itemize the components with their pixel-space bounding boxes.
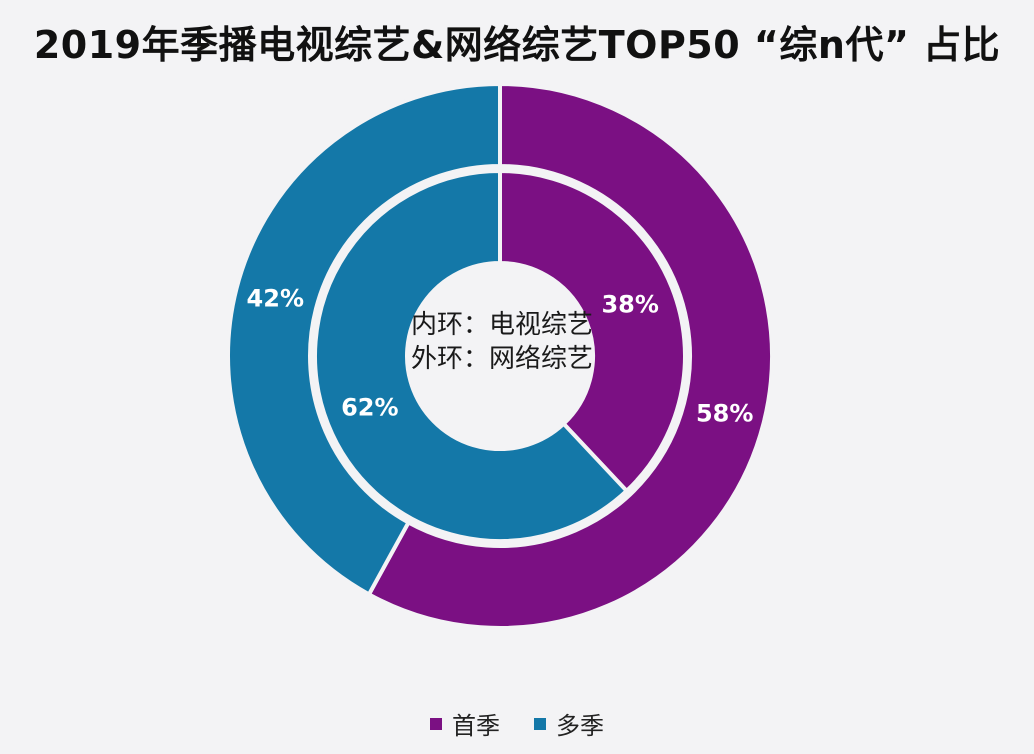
outer-ring-slice-multi-season — [226, 81, 502, 598]
inner-ring-slice-first-season — [498, 168, 687, 494]
legend-item-multi-season: 多季 — [534, 706, 604, 741]
legend-swatch-first-season — [430, 717, 442, 730]
legend-swatch-multi-season — [534, 717, 546, 730]
inner-ring-label-first-season: 38% — [601, 290, 658, 318]
legend-label-first-season: 首季 — [452, 712, 500, 740]
ring-explanation: 内环：电视综艺 外环：网络综艺 — [372, 308, 632, 376]
outer-ring-note: 外环：网络综艺 — [410, 344, 593, 374]
legend-item-first-season: 首季 — [430, 706, 500, 741]
inner-ring-slice-multi-season — [313, 168, 630, 543]
inner-ring-label-multi-season: 62% — [341, 394, 398, 422]
chart-title: 2019年季播电视综艺&网络综艺TOP50 “综n代” 占比 — [33, 23, 1001, 67]
outer-ring-label-multi-season: 42% — [247, 284, 304, 312]
chart-legend: 首季 多季 — [0, 706, 1034, 741]
inner-ring-note: 内环：电视综艺 — [410, 310, 593, 340]
outer-ring-slice-first-season — [366, 81, 774, 630]
legend-label-multi-season: 多季 — [556, 712, 604, 740]
outer-ring-label-first-season: 58% — [696, 400, 753, 428]
